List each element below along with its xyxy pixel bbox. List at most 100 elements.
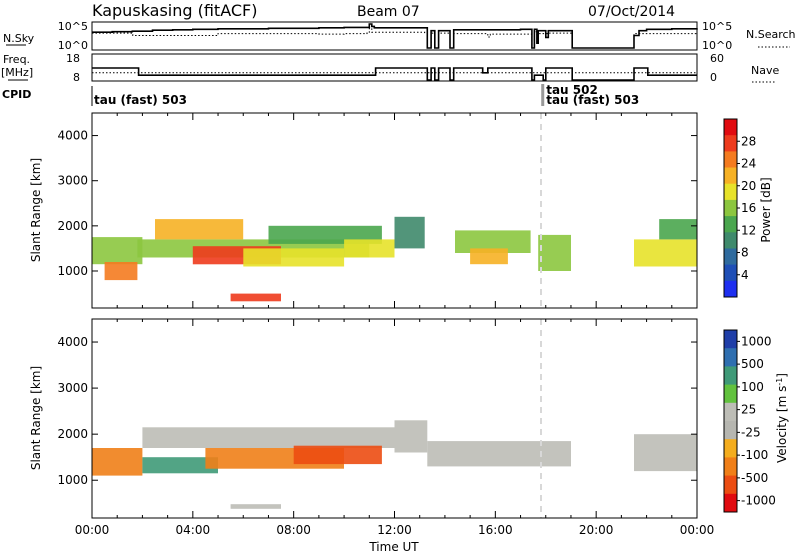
colorbar-swatch [724, 151, 737, 169]
y-tick-label: 3000 [57, 174, 88, 188]
power-y-axis: 1000 2000 3000 4000 [57, 129, 697, 278]
noise-left-tick-top: 10^5 [58, 20, 88, 33]
colorbar-tick-label: 12 [741, 223, 756, 237]
noise-left-tick-bottom: 10^0 [58, 39, 88, 52]
x-tick-label: 04:00 [176, 523, 211, 537]
velocity-panel-frame [91, 318, 698, 519]
power-panel: 1000 2000 3000 4000 Slant Range [km] [29, 112, 698, 309]
colorbar-tick-label: 500 [741, 357, 764, 371]
power-colorbar: Power [dB] 28 24 20 16 12 8 4 [723, 118, 773, 298]
freq-series [92, 67, 697, 81]
nave-label: Nave [751, 64, 779, 77]
noise-panel-frame [91, 21, 698, 51]
velocity-region-5 [230, 504, 281, 509]
colorbar-swatch [724, 119, 737, 136]
y-tick-label: 4000 [57, 335, 88, 349]
colorbar-swatch [724, 199, 737, 217]
power-region-1 [104, 262, 138, 281]
y-tick-label: 4000 [57, 129, 88, 143]
colorbar-tick-label: -100 [741, 448, 768, 462]
power-region-6 [268, 225, 382, 244]
noise-sky-series [92, 23, 698, 49]
colorbar-tick-label: 8 [741, 246, 749, 260]
power-region-0 [92, 237, 143, 265]
colorbar-swatch [724, 135, 737, 152]
power-region-13 [634, 239, 697, 267]
y-tick-label: 2000 [57, 427, 88, 441]
velocity-colorbar-label: Velocity [m s-1] [775, 373, 789, 463]
colorbar-swatch [724, 421, 737, 440]
x-tick-label: 08:00 [276, 523, 311, 537]
freq-right-tick-bottom: 0 [710, 71, 717, 84]
velocity-region-8 [634, 434, 697, 472]
velocity-colorbar-label-sup: -1 [775, 378, 784, 386]
colorbar-swatch [724, 216, 737, 233]
colorbar-swatch [724, 457, 737, 477]
power-region-14 [659, 219, 697, 240]
colorbar-frame [723, 329, 738, 513]
colorbar-swatch [724, 384, 737, 404]
x-tick-label: 12:00 [377, 523, 412, 537]
station-title: Kapuskasing (fitACF) [92, 1, 257, 20]
colorbar-swatch [724, 232, 737, 249]
colorbar-tick-label: 1000 [741, 334, 772, 348]
colorbar-tick-label: 24 [741, 157, 756, 171]
y-tick-label: 1000 [57, 473, 88, 487]
power-region-11 [470, 248, 508, 265]
colorbar-swatch [724, 248, 737, 266]
colorbar-tick-label: 28 [741, 134, 756, 148]
velocity-colorbar-label-close: ] [775, 373, 789, 378]
colorbar-tick-label: 16 [741, 201, 756, 215]
date-label: 07/Oct/2014 [588, 4, 675, 20]
freq-unit-label: [MHz] [1, 66, 33, 79]
power-colorbar-label: Power [dB] [759, 177, 773, 242]
colorbar-swatch [724, 280, 737, 298]
time-axis-label: Time UT [368, 540, 419, 554]
colorbar-swatch [724, 493, 737, 513]
velocity-region-2 [142, 457, 218, 474]
colorbar-swatch [724, 348, 737, 367]
colorbar-swatch [724, 439, 737, 458]
velocity-region-4 [293, 445, 382, 465]
colorbar-tick-label: 4 [741, 268, 749, 282]
colorbar-tick-label: 25 [741, 403, 756, 417]
cpid-label: CPID [2, 88, 31, 101]
velocity-region-0 [92, 448, 143, 476]
noise-panel: N.Sky 10^5 10^0 10^5 10^0 N.Search [3, 20, 796, 52]
velocity-region-7 [427, 441, 571, 467]
velocity-y-axis: 1000 2000 3000 4000 [57, 335, 697, 487]
freq-right-tick-top: 60 [710, 52, 724, 65]
cpid-entry-0: tau (fast) 503 [94, 93, 187, 107]
power-region-7 [230, 293, 281, 302]
power-x-ticks [91, 113, 698, 308]
velocity-y-axis-label: Slant Range [km] [29, 366, 43, 470]
noise-right-tick-top: 10^5 [702, 20, 732, 33]
noise-search-label: N.Search [746, 28, 796, 41]
power-region-5 [243, 248, 345, 267]
colorbar-swatch [724, 264, 737, 282]
power-heatmap [92, 216, 697, 302]
noise-search-series [92, 27, 698, 49]
colorbar-swatch [724, 475, 737, 495]
colorbar-swatch [724, 402, 737, 422]
power-region-9 [394, 216, 425, 249]
velocity-colorbar-label-main: Velocity [m s [775, 386, 789, 463]
x-tick-label: 00:00 [75, 523, 110, 537]
freq-left-tick-top: 18 [66, 52, 80, 65]
x-tick-label: 00:00 [680, 523, 715, 537]
cpid-entry-1: tau 502 [546, 83, 598, 97]
y-tick-label: 1000 [57, 264, 88, 278]
colorbar-swatch [724, 330, 737, 349]
noise-sky-label: N.Sky [3, 32, 35, 45]
power-region-4 [155, 219, 244, 240]
colorbar-swatch [724, 183, 737, 201]
velocity-region-1 [142, 427, 395, 448]
power-y-axis-label: Slant Range [km] [29, 158, 43, 262]
colorbar-tick-label: -500 [741, 471, 768, 485]
cpid-entry-2: tau (fast) 503 [546, 93, 639, 107]
colorbar-tick-label: 100 [741, 380, 764, 394]
velocity-heatmap [92, 420, 697, 509]
